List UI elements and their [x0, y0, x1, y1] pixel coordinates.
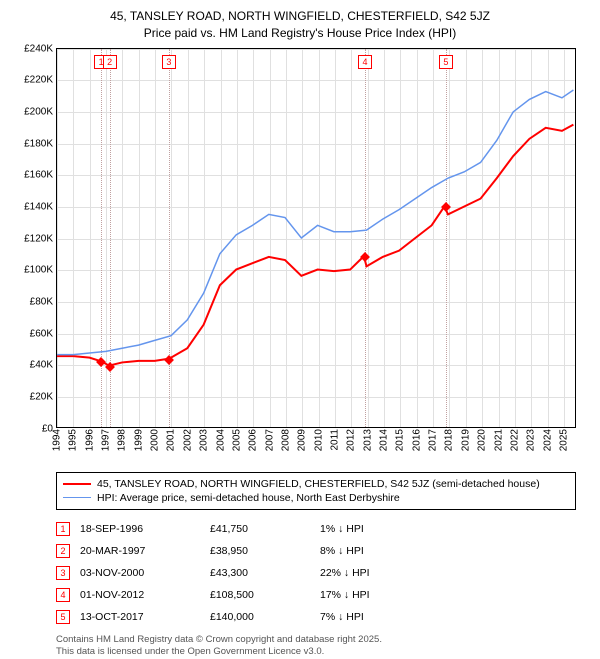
x-axis-label: 2008	[280, 429, 291, 451]
transaction-number: 1	[56, 522, 70, 536]
y-axis-label: £180K	[24, 138, 53, 149]
y-axis-label: £100K	[24, 265, 53, 276]
x-axis-label: 2018	[444, 429, 455, 451]
transaction-delta: 22% ↓ HPI	[320, 567, 430, 579]
y-axis-label: £200K	[24, 106, 53, 117]
title-line-1: 45, TANSLEY ROAD, NORTH WINGFIELD, CHEST…	[14, 8, 586, 25]
footer-line-1: Contains HM Land Registry data © Crown c…	[56, 634, 586, 647]
legend-row: HPI: Average price, semi-detached house,…	[63, 491, 569, 505]
y-axis-label: £60K	[30, 328, 53, 339]
x-axis-label: 2005	[231, 429, 242, 451]
legend-row: 45, TANSLEY ROAD, NORTH WINGFIELD, CHEST…	[63, 477, 569, 491]
x-axis-label: 2001	[166, 429, 177, 451]
chart-svg	[57, 49, 575, 427]
x-axis-label: 2012	[346, 429, 357, 451]
transaction-row: 2 20-MAR-1997 £38,950 8% ↓ HPI	[56, 540, 576, 562]
x-axis-label: 2010	[313, 429, 324, 451]
transaction-price: £140,000	[210, 611, 310, 623]
x-axis-label: 2025	[558, 429, 569, 451]
marker-box: 3	[162, 55, 176, 69]
y-axis-label: £80K	[30, 296, 53, 307]
transaction-delta: 7% ↓ HPI	[320, 611, 430, 623]
y-axis-label: £40K	[30, 360, 53, 371]
x-axis-label: 2020	[477, 429, 488, 451]
footer: Contains HM Land Registry data © Crown c…	[56, 634, 586, 659]
x-axis-label: 2021	[493, 429, 504, 451]
legend-label-price: 45, TANSLEY ROAD, NORTH WINGFIELD, CHEST…	[97, 478, 540, 490]
legend: 45, TANSLEY ROAD, NORTH WINGFIELD, CHEST…	[56, 472, 576, 510]
transaction-number: 5	[56, 610, 70, 624]
x-axis-label: 1998	[117, 429, 128, 451]
marker-box: 5	[439, 55, 453, 69]
series-line-price_paid	[57, 124, 573, 365]
x-axis-label: 2011	[329, 429, 340, 451]
x-axis-label: 1994	[52, 429, 63, 451]
transaction-row: 4 01-NOV-2012 £108,500 17% ↓ HPI	[56, 584, 576, 606]
chart-plot-area: £0£20K£40K£60K£80K£100K£120K£140K£160K£1…	[56, 48, 576, 428]
marker-box: 2	[103, 55, 117, 69]
chart-container: 45, TANSLEY ROAD, NORTH WINGFIELD, CHEST…	[0, 0, 600, 650]
x-axis-label: 1995	[68, 429, 79, 451]
transaction-delta: 17% ↓ HPI	[320, 589, 430, 601]
x-axis-label: 2007	[264, 429, 275, 451]
marker-box: 4	[358, 55, 372, 69]
x-axis-label: 2013	[362, 429, 373, 451]
x-axis-label: 2019	[460, 429, 471, 451]
y-axis-label: £140K	[24, 201, 53, 212]
chart-title: 45, TANSLEY ROAD, NORTH WINGFIELD, CHEST…	[14, 8, 586, 42]
x-axis-label: 2009	[297, 429, 308, 451]
transaction-delta: 8% ↓ HPI	[320, 545, 430, 557]
x-axis-label: 2016	[411, 429, 422, 451]
x-axis-label: 2015	[395, 429, 406, 451]
x-axis-label: 2022	[509, 429, 520, 451]
transaction-row: 3 03-NOV-2000 £43,300 22% ↓ HPI	[56, 562, 576, 584]
transaction-number: 4	[56, 588, 70, 602]
transactions-table: 1 18-SEP-1996 £41,750 1% ↓ HPI 2 20-MAR-1997 £…	[56, 518, 576, 628]
x-axis-label: 2024	[542, 429, 553, 451]
transaction-price: £108,500	[210, 589, 310, 601]
transaction-date: 20-MAR-1997	[80, 545, 200, 557]
x-axis-label: 1996	[84, 429, 95, 451]
series-line-hpi	[57, 90, 573, 355]
transaction-price: £41,750	[210, 523, 310, 535]
footer-line-2: This data is licensed under the Open Gov…	[56, 646, 586, 659]
x-axis-label: 2023	[526, 429, 537, 451]
x-axis-label: 1997	[101, 429, 112, 451]
y-axis-label: £240K	[24, 43, 53, 54]
title-line-2: Price paid vs. HM Land Registry's House …	[14, 25, 586, 42]
transaction-row: 5 13-OCT-2017 £140,000 7% ↓ HPI	[56, 606, 576, 628]
x-axis-label: 2004	[215, 429, 226, 451]
x-axis-label: 1999	[133, 429, 144, 451]
transaction-row: 1 18-SEP-1996 £41,750 1% ↓ HPI	[56, 518, 576, 540]
x-axis-label: 2002	[182, 429, 193, 451]
x-axis-label: 2006	[248, 429, 259, 451]
transaction-number: 3	[56, 566, 70, 580]
y-axis-label: £20K	[30, 391, 53, 402]
y-axis-label: £160K	[24, 170, 53, 181]
transaction-date: 18-SEP-1996	[80, 523, 200, 535]
legend-swatch-hpi	[63, 497, 91, 499]
transaction-delta: 1% ↓ HPI	[320, 523, 430, 535]
transaction-price: £43,300	[210, 567, 310, 579]
y-axis-label: £120K	[24, 233, 53, 244]
y-axis-label: £220K	[24, 75, 53, 86]
x-axis-label: 2003	[199, 429, 210, 451]
transaction-date: 13-OCT-2017	[80, 611, 200, 623]
legend-swatch-price	[63, 483, 91, 485]
transaction-date: 03-NOV-2000	[80, 567, 200, 579]
legend-label-hpi: HPI: Average price, semi-detached house,…	[97, 492, 400, 504]
x-axis-label: 2017	[428, 429, 439, 451]
x-axis-label: 2000	[150, 429, 161, 451]
transaction-date: 01-NOV-2012	[80, 589, 200, 601]
x-axis-label: 2014	[379, 429, 390, 451]
transaction-price: £38,950	[210, 545, 310, 557]
transaction-number: 2	[56, 544, 70, 558]
